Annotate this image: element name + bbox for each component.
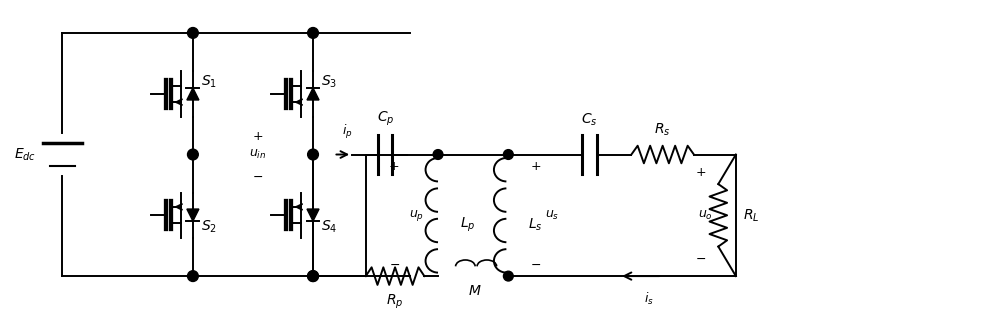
Text: $S_2$: $S_2$: [201, 219, 217, 235]
Text: $E_{dc}$: $E_{dc}$: [14, 146, 36, 163]
Circle shape: [503, 271, 513, 281]
Circle shape: [433, 150, 443, 159]
Text: $R_p$: $R_p$: [386, 293, 404, 311]
Text: $-$: $-$: [252, 169, 263, 182]
Text: $M$: $M$: [468, 284, 482, 298]
Text: $-$: $-$: [389, 258, 400, 271]
Text: $-$: $-$: [530, 258, 541, 271]
Text: $u_p$: $u_p$: [409, 208, 424, 223]
Text: $S_4$: $S_4$: [321, 219, 337, 235]
Text: $u_{in}$: $u_{in}$: [249, 148, 266, 161]
Polygon shape: [307, 209, 319, 221]
Text: $S_3$: $S_3$: [321, 74, 337, 90]
Text: $+$: $+$: [530, 160, 541, 173]
Text: +: +: [253, 130, 263, 143]
Circle shape: [308, 271, 318, 282]
Text: $+$: $+$: [695, 166, 706, 179]
Text: $C_s$: $C_s$: [581, 112, 598, 128]
Polygon shape: [187, 209, 199, 221]
Polygon shape: [307, 88, 319, 100]
Circle shape: [188, 149, 198, 160]
Text: $u_s$: $u_s$: [545, 209, 559, 222]
Polygon shape: [187, 88, 199, 100]
Circle shape: [188, 27, 198, 38]
Text: $C_p$: $C_p$: [377, 110, 394, 128]
Text: $i_s$: $i_s$: [644, 291, 653, 307]
Text: $L_p$: $L_p$: [460, 216, 475, 234]
Text: $+$: $+$: [388, 160, 400, 173]
Text: $L_s$: $L_s$: [528, 217, 542, 233]
Circle shape: [308, 27, 318, 38]
Text: $S_1$: $S_1$: [201, 74, 217, 90]
Text: $R_L$: $R_L$: [743, 207, 759, 224]
Circle shape: [308, 271, 318, 282]
Circle shape: [308, 149, 318, 160]
Circle shape: [503, 150, 513, 159]
Text: $u_o$: $u_o$: [698, 209, 713, 222]
Circle shape: [188, 271, 198, 282]
Text: $i_p$: $i_p$: [342, 123, 353, 141]
Text: $-$: $-$: [695, 252, 706, 265]
Text: $R_s$: $R_s$: [654, 122, 671, 138]
